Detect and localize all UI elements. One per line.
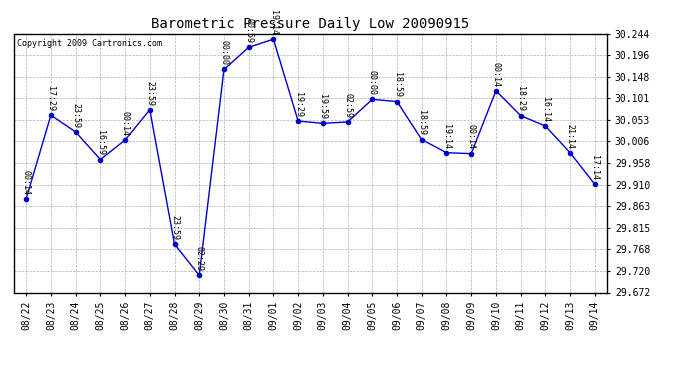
Text: 23:59: 23:59 <box>146 81 155 106</box>
Text: 18:59: 18:59 <box>393 72 402 98</box>
Title: Barometric Pressure Daily Low 20090915: Barometric Pressure Daily Low 20090915 <box>151 17 470 31</box>
Text: 19:59: 19:59 <box>318 94 327 119</box>
Text: 18:29: 18:29 <box>516 87 525 111</box>
Text: 00:14: 00:14 <box>491 62 500 87</box>
Text: 18:59: 18:59 <box>417 110 426 135</box>
Text: 02:59: 02:59 <box>343 93 352 118</box>
Text: 23:59: 23:59 <box>71 103 80 128</box>
Text: 00:00: 00:00 <box>368 70 377 95</box>
Text: 00:14: 00:14 <box>21 170 30 195</box>
Text: 00:14: 00:14 <box>121 111 130 136</box>
Text: 21:14: 21:14 <box>566 123 575 148</box>
Text: 00:00: 00:00 <box>219 40 228 65</box>
Text: 23:59: 23:59 <box>170 215 179 240</box>
Text: 00:14: 00:14 <box>466 124 475 150</box>
Text: 16:59: 16:59 <box>96 130 105 155</box>
Text: 17:14: 17:14 <box>591 155 600 180</box>
Text: Copyright 2009 Cartronics.com: Copyright 2009 Cartronics.com <box>17 39 161 48</box>
Text: 16:14: 16:14 <box>541 97 550 122</box>
Text: 17:29: 17:29 <box>46 86 55 111</box>
Text: 00:59: 00:59 <box>244 18 253 43</box>
Text: 19:29: 19:29 <box>294 92 303 117</box>
Text: 19:14: 19:14 <box>269 10 278 35</box>
Text: 19:14: 19:14 <box>442 123 451 148</box>
Text: 02:29: 02:29 <box>195 246 204 271</box>
